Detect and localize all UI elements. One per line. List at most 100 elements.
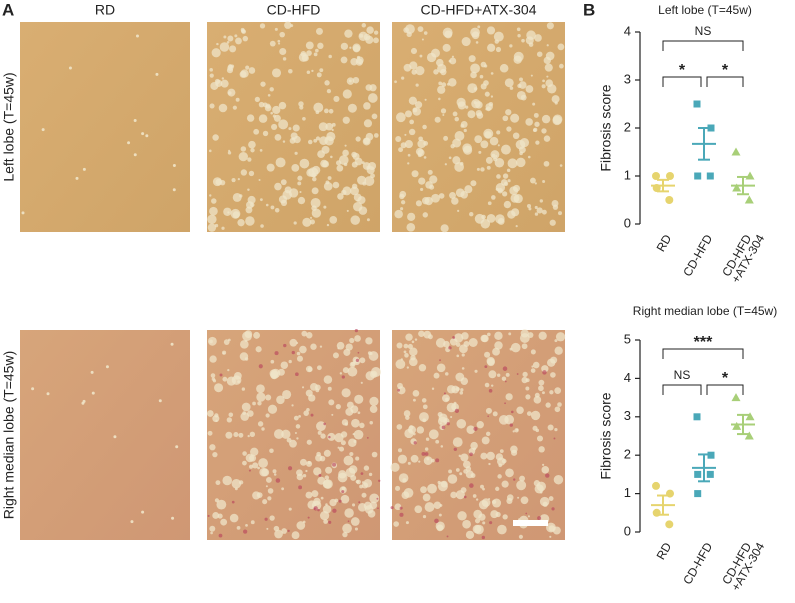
vacuole: [474, 369, 478, 373]
vacuole: [557, 43, 565, 51]
vacuole: [502, 173, 509, 179]
vacuole: [480, 167, 485, 172]
vacuole: [545, 402, 551, 408]
vacuole: [369, 84, 377, 92]
vacuole: [557, 402, 562, 407]
vacuole: [246, 114, 255, 122]
vacuole: [273, 525, 280, 532]
collagen: [378, 479, 381, 482]
vacuole: [330, 155, 333, 159]
vacuole: [364, 176, 375, 187]
vacuole: [298, 52, 308, 62]
data-point: [694, 172, 702, 180]
vacuole: [206, 410, 214, 417]
vacuole: [231, 177, 236, 183]
vacuole: [398, 473, 409, 483]
vacuole: [350, 58, 358, 66]
vacuole: [404, 110, 412, 118]
vacuole: [281, 487, 285, 491]
vacuole: [408, 96, 418, 105]
vacuole: [532, 128, 537, 133]
vacuole: [363, 102, 371, 110]
column-label: RD: [95, 2, 115, 18]
vacuole: [555, 332, 566, 342]
vacuole: [488, 370, 497, 379]
vacuole: [400, 142, 407, 149]
vacuole: [250, 202, 255, 208]
vacuole: [362, 137, 371, 146]
vacuole: [453, 401, 457, 405]
collagen: [434, 518, 439, 524]
data-point: [745, 171, 755, 180]
vacuole: [232, 105, 237, 110]
vacuole: [311, 205, 317, 211]
collagen: [376, 497, 379, 500]
vacuole: [403, 27, 409, 33]
vacuole: [323, 519, 329, 524]
vacuole: [340, 431, 348, 438]
vacuole: [459, 391, 464, 395]
vacuole: [422, 493, 431, 502]
vacuole: [535, 140, 540, 145]
vacuole: [282, 140, 286, 143]
vacuole: [459, 344, 468, 354]
vacuole: [495, 511, 501, 518]
y-tick-label: 2: [624, 119, 631, 134]
collagen: [399, 506, 403, 510]
vacuole: [265, 413, 270, 418]
vacuole: [516, 480, 527, 491]
vacuole: [476, 167, 480, 171]
significance-label: *: [679, 62, 686, 79]
vacuole: [362, 181, 367, 186]
collagen: [448, 346, 452, 350]
vacuole: [297, 175, 303, 181]
vacuole: [485, 156, 493, 164]
vacuole: [404, 133, 407, 136]
vacuole: [312, 176, 317, 182]
significance-bracket: [662, 384, 702, 395]
vacuole: [254, 96, 260, 102]
vacuole: [271, 123, 278, 131]
vacuole: [329, 216, 338, 224]
vacuole: [276, 395, 285, 405]
vacuole: [456, 418, 467, 429]
vacuole: [281, 429, 291, 439]
vacuole: [350, 186, 359, 196]
vacuole: [459, 472, 463, 476]
data-point: [706, 172, 714, 180]
vacuole: [250, 520, 255, 525]
vacuole: [461, 36, 471, 47]
vacuole: [68, 66, 72, 70]
micrograph: [20, 330, 190, 540]
x-tick-label: CD-HFD: [680, 540, 715, 587]
vacuole: [282, 57, 287, 61]
vacuole: [491, 195, 496, 200]
vacuole: [471, 31, 480, 40]
collagen: [341, 375, 345, 379]
vacuole: [31, 387, 35, 391]
vacuole: [238, 151, 248, 162]
vacuole: [223, 339, 230, 345]
vacuole: [250, 148, 255, 153]
vacuole: [410, 454, 419, 463]
vacuole: [342, 531, 348, 538]
vacuole: [226, 376, 236, 386]
vacuole: [478, 499, 489, 510]
vacuole: [350, 405, 359, 414]
vacuole: [175, 445, 179, 449]
vacuole: [296, 473, 304, 481]
collagen: [298, 485, 303, 490]
vacuole: [269, 87, 274, 92]
collagen: [332, 508, 337, 513]
vacuole: [449, 191, 456, 199]
vacuole: [425, 437, 430, 441]
vacuole: [260, 224, 264, 228]
data-point: [693, 413, 701, 421]
vacuole: [433, 501, 442, 509]
vacuole: [406, 31, 412, 38]
collagen: [295, 372, 299, 377]
collagen: [545, 473, 550, 478]
data-point: [732, 421, 742, 430]
vacuole: [315, 454, 323, 462]
